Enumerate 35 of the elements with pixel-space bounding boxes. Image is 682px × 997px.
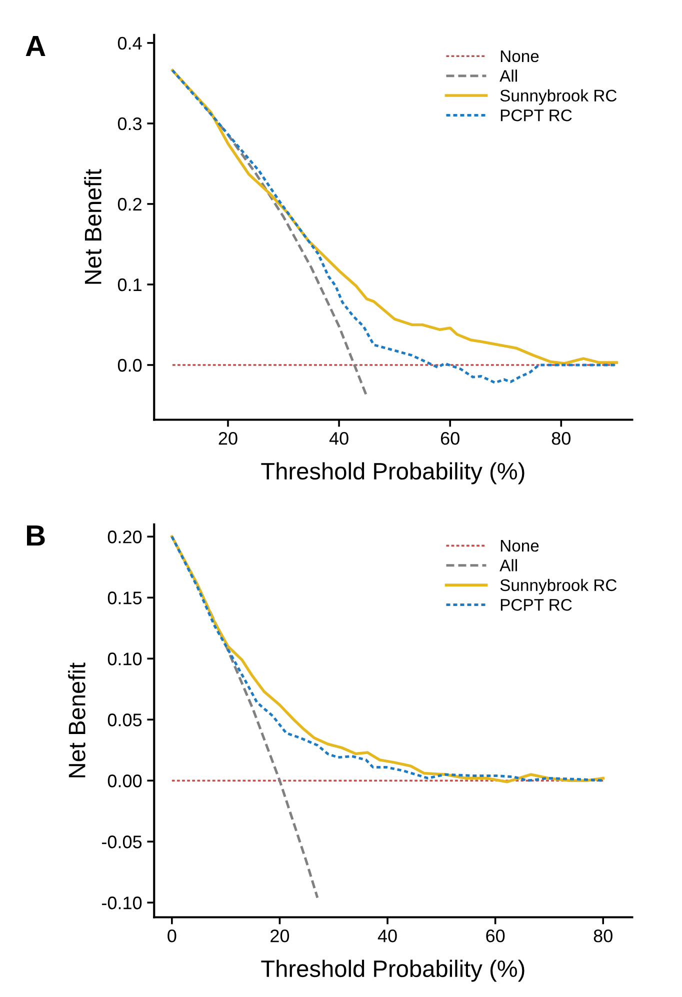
y-tick-label: 0.15: [108, 592, 142, 604]
y-tick-label: 0.20: [108, 530, 142, 544]
legend-label: PCPT RC: [500, 109, 572, 122]
y-tick-label: 0.2: [118, 198, 142, 211]
legend-label: All: [500, 559, 517, 572]
y-tick-label: 0.05: [108, 714, 142, 726]
y-tick-label: 0.10: [108, 652, 142, 666]
x-tick-label: 0: [168, 930, 176, 942]
x-tick-label: 20: [270, 930, 290, 942]
legend-label: None: [500, 540, 539, 552]
x-tick-label: 80: [594, 930, 612, 942]
x-axis-title: Threshold Probability (%): [261, 960, 524, 982]
x-tick-label: 60: [440, 432, 460, 445]
legend-label: Sunnybrook RC: [500, 578, 617, 594]
y-tick-label: 0.1: [118, 278, 142, 292]
legend-label: None: [500, 50, 539, 62]
x-tick-label: 80: [552, 432, 570, 445]
chart-title: B: [27, 525, 45, 546]
x-tick-label: 20: [218, 432, 238, 445]
x-axis-title: Threshold Probability (%): [261, 462, 524, 484]
legend-label: All: [500, 70, 517, 82]
x-tick-label: 40: [378, 930, 397, 942]
y-axis-title: Net Benefit: [84, 169, 102, 284]
legend-label: Sunnybrook RC: [500, 89, 617, 105]
chart-title: A: [26, 36, 46, 56]
x-tick-label: 40: [329, 432, 348, 445]
x-tick-label: 60: [486, 930, 505, 942]
y-axis-title: Net Benefit: [68, 662, 86, 778]
y-tick-label: -0.05: [102, 836, 142, 848]
legend-label: PCPT RC: [500, 598, 572, 611]
y-tick-label: 0.00: [108, 774, 142, 788]
y-tick-label: 0.3: [118, 117, 142, 130]
y-tick-label: 0.0: [118, 358, 142, 372]
y-tick-label: -0.10: [102, 896, 142, 910]
y-tick-label: 0.4: [118, 36, 142, 50]
